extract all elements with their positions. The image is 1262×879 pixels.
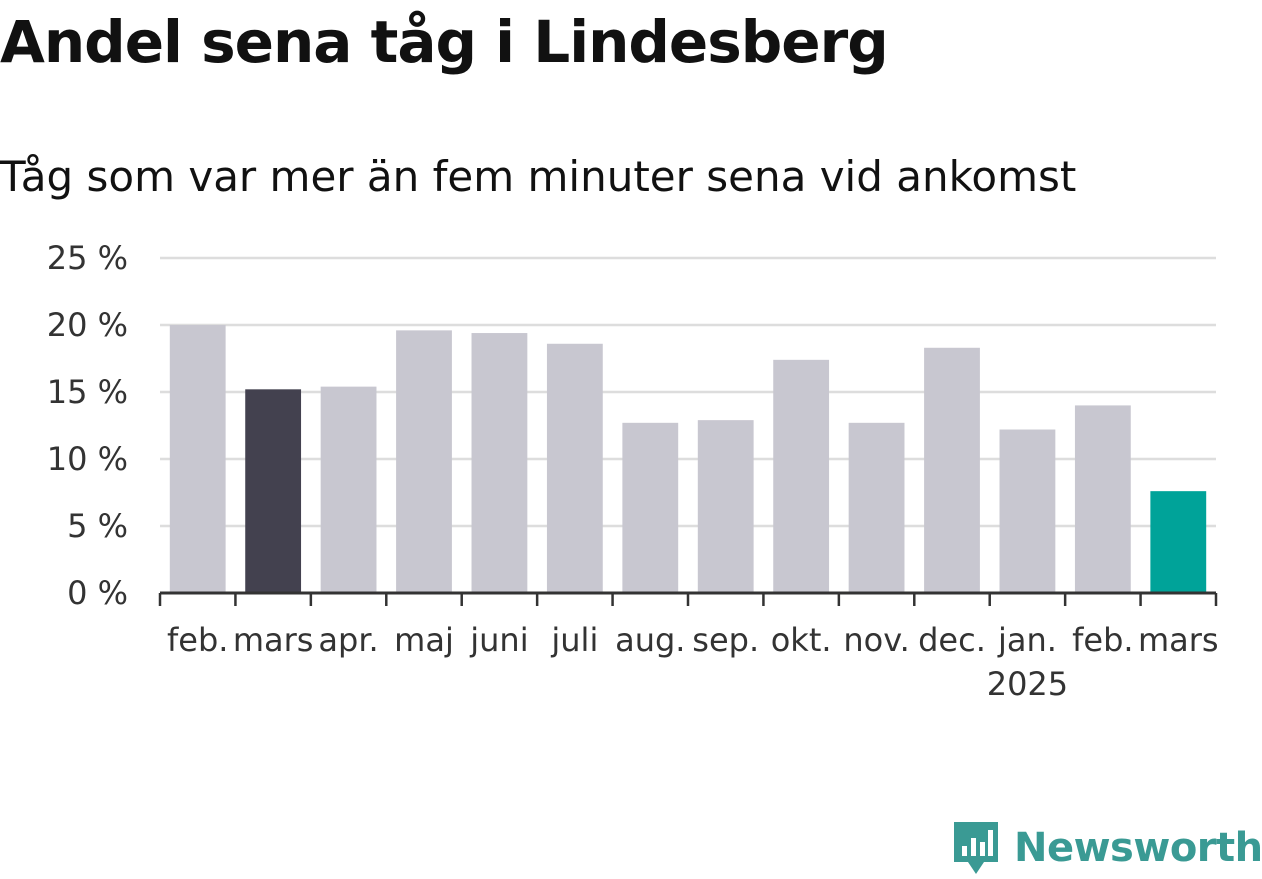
brand-name: Newsworthy <box>1014 825 1262 871</box>
x-tick-label: okt. <box>771 621 832 659</box>
x-tick-label: mars <box>1138 621 1219 659</box>
x-tick-label: apr. <box>318 621 378 659</box>
y-tick-label: 25 % <box>47 239 128 277</box>
y-tick-label: 0 % <box>67 574 128 612</box>
y-tick-label: 5 % <box>67 507 128 545</box>
bar-chart: 0 %5 %10 %15 %20 %25 %feb. mars apr. maj jun… <box>47 239 1219 703</box>
chart-title: Andel sena tåg i Lindesberg <box>0 8 889 76</box>
x-tick-label: sep. <box>692 621 759 659</box>
x-tick-label: mars <box>233 621 314 659</box>
bar <box>622 422 679 593</box>
bar <box>697 420 754 593</box>
y-tick-label: 15 % <box>47 373 128 411</box>
bar <box>471 333 528 593</box>
newsworthy-brand: Newsworthy <box>950 818 1262 878</box>
bar <box>1150 491 1207 593</box>
x-tick-label: feb. <box>1072 621 1133 659</box>
bar <box>245 389 302 593</box>
y-tick-label: 10 % <box>47 440 128 478</box>
x-tick-label: juli <box>550 621 598 659</box>
x-tick-label: aug. <box>615 621 685 659</box>
x-tick-label: feb. <box>167 621 228 659</box>
x-year-label: 2025 <box>987 665 1068 703</box>
bar <box>999 429 1056 593</box>
bar <box>1074 405 1131 593</box>
x-tick-label: nov. <box>843 621 909 659</box>
chart-subtitle: Tåg som var mer än fem minuter sena vid … <box>0 152 1077 201</box>
x-tick-label: dec. <box>918 621 986 659</box>
x-tick-label: jan. <box>997 621 1057 659</box>
y-tick-label: 20 % <box>47 306 128 344</box>
bar <box>169 325 226 593</box>
bar <box>320 386 377 593</box>
bar <box>924 347 980 593</box>
x-tick-label: juni <box>469 621 528 659</box>
bar <box>773 359 830 593</box>
bar <box>848 422 905 593</box>
bar <box>546 343 603 593</box>
bar <box>396 330 452 593</box>
x-tick-label: maj <box>394 621 454 659</box>
newsworthy-logo-icon <box>954 822 998 874</box>
